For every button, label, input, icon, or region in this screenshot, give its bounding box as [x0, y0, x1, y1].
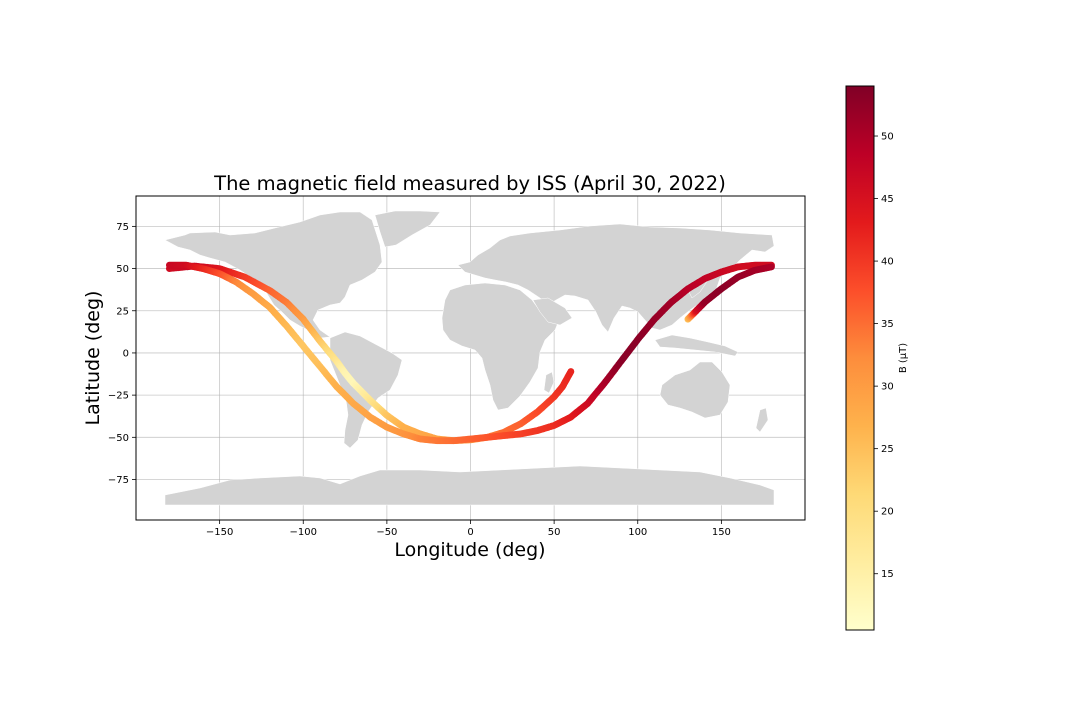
y-tick-label: 25	[116, 306, 129, 317]
colorbar-ticks: 15 20 25 30 35 40 45 50	[874, 132, 894, 580]
y-tick-label: 50	[116, 264, 129, 275]
x-tick-label: 100	[628, 527, 647, 538]
colorbar: 15 20 25 30 35 40 45 50 B (μT)	[845, 85, 909, 631]
colorbar-tick-label: 35	[881, 319, 894, 330]
landmass-north-america	[164, 211, 383, 339]
track-point	[567, 368, 575, 375]
landmass-africa	[441, 282, 561, 411]
x-axis-label: Longitude (deg)	[394, 539, 545, 561]
colorbar-tick-label: 20	[881, 507, 894, 518]
x-axis: −150 −100 −50 0 50 100 150	[206, 520, 731, 538]
landmass-australia	[659, 361, 731, 419]
x-tick-label: −150	[206, 527, 233, 538]
plot-area	[135, 195, 806, 521]
colorbar-tick-label: 40	[881, 257, 894, 268]
y-tick-label: −50	[108, 433, 129, 444]
y-tick-label: −25	[108, 391, 129, 402]
x-tick-label: 0	[467, 527, 473, 538]
colorbar-tick-label: 50	[881, 132, 894, 143]
x-tick-label: 50	[548, 527, 561, 538]
colorbar-tick-label: 15	[881, 569, 894, 580]
x-tick-label: −100	[290, 527, 317, 538]
colorbar-label: B (μT)	[898, 343, 909, 373]
track-point	[768, 263, 775, 271]
world-basemap	[164, 210, 775, 506]
colorbar-tick-label: 30	[881, 382, 894, 393]
landmass-arabia	[532, 297, 573, 326]
y-tick-label: 75	[116, 222, 129, 233]
landmass-antarctica	[164, 465, 775, 506]
colorbar-tick-label: 25	[881, 444, 894, 455]
y-axis: 75 50 25 0 −25 −50 −75	[108, 222, 136, 486]
y-axis-label: Latitude (deg)	[82, 291, 104, 426]
x-tick-label: −50	[376, 527, 397, 538]
iss-track-layer	[166, 261, 775, 445]
x-tick-label: 150	[712, 527, 731, 538]
y-tick-label: −75	[108, 475, 129, 486]
landmass-southeast-asia-islands	[654, 334, 739, 357]
chart-title: The magnetic field measured by ISS (Apri…	[213, 172, 726, 195]
y-tick-label: 0	[123, 348, 129, 359]
colorbar-gradient	[845, 85, 875, 631]
landmass-greenland	[374, 210, 441, 248]
colorbar-tick-label: 45	[881, 194, 894, 205]
landmass-new-zealand	[755, 407, 769, 433]
landmass-madagascar	[543, 371, 555, 394]
